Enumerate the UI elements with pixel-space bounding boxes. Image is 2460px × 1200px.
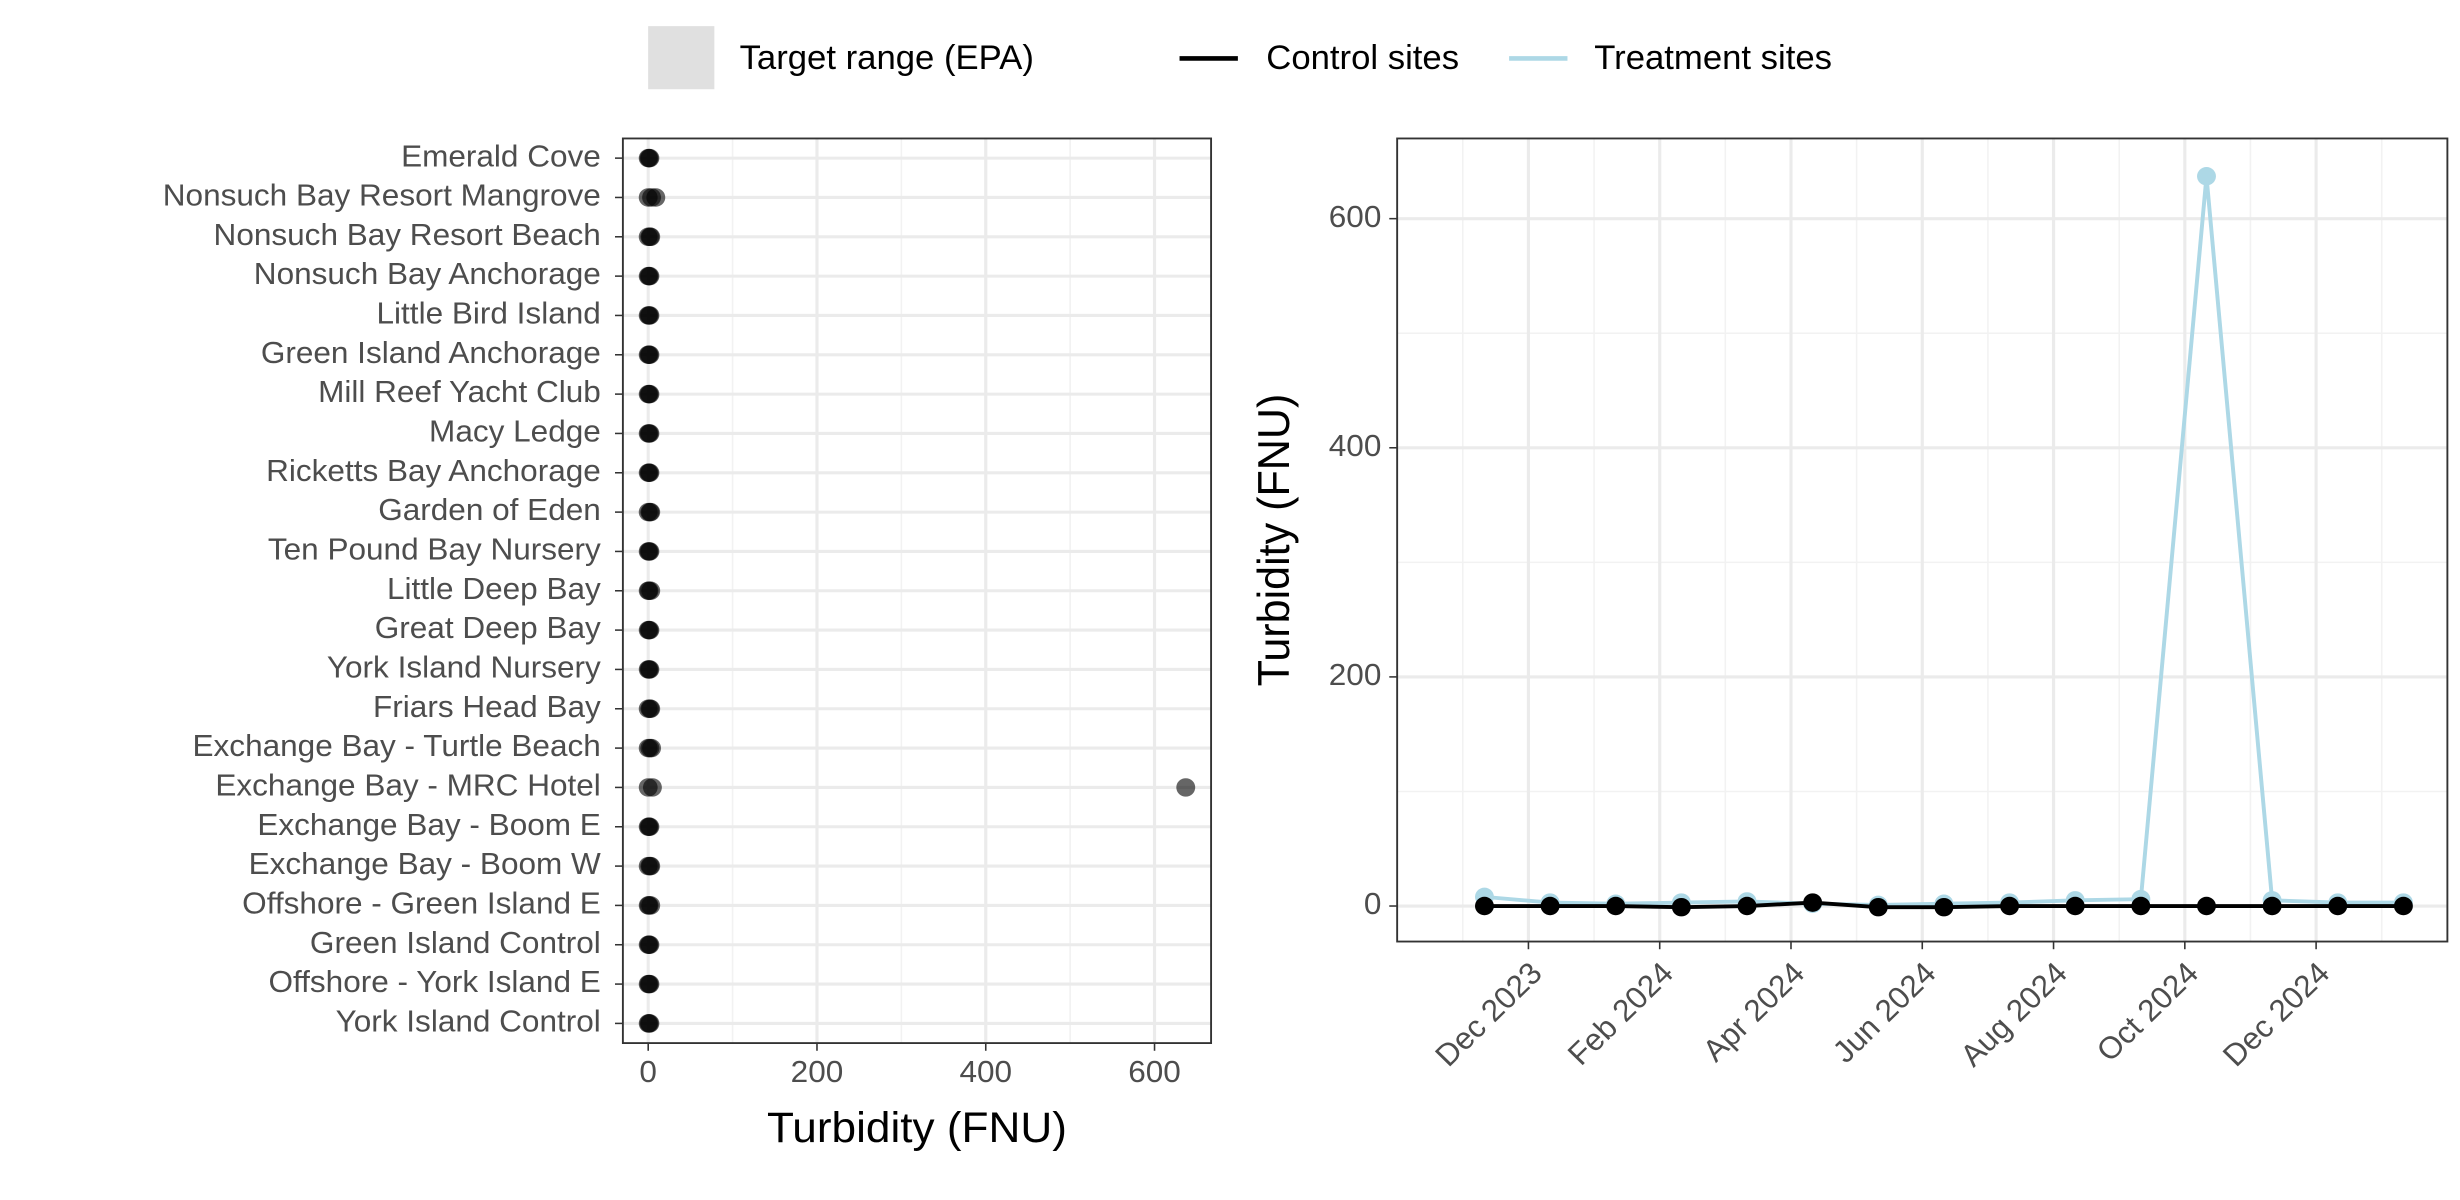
dot xyxy=(641,699,661,718)
y-tick-label: Green Island Anchorage xyxy=(261,335,601,370)
x-tick-label: Dec 2024 xyxy=(2216,955,2336,1073)
x-tick-label: Aug 2024 xyxy=(1953,955,2073,1073)
dot xyxy=(640,1014,660,1033)
legend-label: Control sites xyxy=(1266,39,1459,77)
y-tick-label: 600 xyxy=(1329,199,1382,234)
y-tick-label: Exchange Bay - Boom W xyxy=(249,847,602,882)
y-tick-label: York Island Nursery xyxy=(327,650,601,685)
dot xyxy=(642,778,662,797)
dot xyxy=(640,974,660,994)
point xyxy=(2328,896,2348,916)
y-tick-label: Friars Head Bay xyxy=(373,689,601,724)
y-tick-label: Little Bird Island xyxy=(377,296,601,331)
y-tick-label: Nonsuch Bay Resort Beach xyxy=(214,217,601,252)
point xyxy=(2197,896,2216,916)
point xyxy=(1803,893,1823,912)
y-tick-label: Great Deep Bay xyxy=(375,611,601,646)
x-tick-label: 400 xyxy=(959,1054,1012,1089)
point xyxy=(1540,896,1560,916)
x-tick-label: Oct 2024 xyxy=(2090,955,2206,1068)
x-tick-label: Jun 2024 xyxy=(1826,955,1943,1069)
x-tick-label: 0 xyxy=(639,1054,657,1089)
y-tick-label: Ten Pound Bay Nursery xyxy=(268,532,601,567)
legend-swatch xyxy=(648,26,715,90)
legend-label: Treatment sites xyxy=(1594,39,1832,77)
dot xyxy=(1176,778,1196,797)
dot xyxy=(640,384,660,404)
dot xyxy=(641,227,661,247)
y-axis-title: Turbidity (FNU) xyxy=(1250,394,1299,687)
legend-label: Target range (EPA) xyxy=(740,39,1034,77)
x-axis-title: Turbidity (FNU) xyxy=(767,1105,1067,1152)
y-tick-label: York Island Control xyxy=(336,1004,601,1039)
y-tick-label: Exchange Bay - Turtle Beach xyxy=(193,729,601,764)
y-tick-label: 0 xyxy=(1364,887,1382,922)
dot xyxy=(640,345,660,365)
point xyxy=(1868,897,1888,917)
dot xyxy=(640,424,660,443)
point xyxy=(2000,896,2020,916)
dot xyxy=(641,896,661,915)
x-tick-label: Apr 2024 xyxy=(1696,955,1812,1068)
dot xyxy=(641,581,661,600)
y-tick-label: 200 xyxy=(1329,657,1382,692)
series-line xyxy=(1484,176,2404,907)
y-tick-label: Ricketts Bay Anchorage xyxy=(266,453,601,488)
dot xyxy=(640,817,660,836)
x-tick-label: Feb 2024 xyxy=(1561,955,1680,1071)
y-tick-label: Offshore - York Island E xyxy=(268,965,600,1000)
dot xyxy=(646,188,666,207)
y-tick-label: Mill Reef Yacht Club xyxy=(318,375,601,410)
point xyxy=(1474,896,1494,916)
dot xyxy=(641,502,661,522)
panel-border xyxy=(1396,137,2449,943)
point xyxy=(2197,167,2216,186)
y-tick-label: Nonsuch Bay Resort Mangrove xyxy=(163,178,601,213)
y-tick-label: Little Deep Bay xyxy=(387,571,601,606)
x-tick-label: 200 xyxy=(791,1054,844,1089)
point xyxy=(2262,896,2282,916)
dot xyxy=(640,935,660,954)
dot xyxy=(641,856,661,876)
y-tick-label: Offshore - Green Island E xyxy=(242,886,601,921)
point xyxy=(1934,897,1954,917)
dot xyxy=(640,660,660,679)
dot xyxy=(640,148,660,168)
x-tick-label: 600 xyxy=(1128,1054,1181,1089)
point xyxy=(2065,896,2085,916)
panel-border xyxy=(621,137,1213,1044)
dot xyxy=(640,306,660,325)
dot xyxy=(640,542,660,561)
point xyxy=(1737,896,1757,916)
dot xyxy=(642,738,662,758)
point xyxy=(1606,896,1626,916)
y-tick-label: Green Island Control xyxy=(310,925,601,960)
dot xyxy=(640,620,660,640)
point xyxy=(1671,897,1691,917)
x-tick-label: Dec 2023 xyxy=(1428,955,1548,1073)
y-tick-label: Garden of Eden xyxy=(378,493,601,528)
y-tick-label: Macy Ledge xyxy=(429,414,601,449)
point xyxy=(2131,896,2151,916)
y-tick-label: Exchange Bay - MRC Hotel xyxy=(215,768,600,803)
y-tick-label: 400 xyxy=(1329,428,1382,463)
dot xyxy=(640,463,660,483)
y-tick-label: Emerald Cove xyxy=(401,139,601,174)
y-tick-label: Exchange Bay - Boom E xyxy=(257,807,600,842)
y-tick-label: Nonsuch Bay Anchorage xyxy=(254,257,601,292)
dot xyxy=(640,266,660,286)
point xyxy=(2393,896,2413,916)
